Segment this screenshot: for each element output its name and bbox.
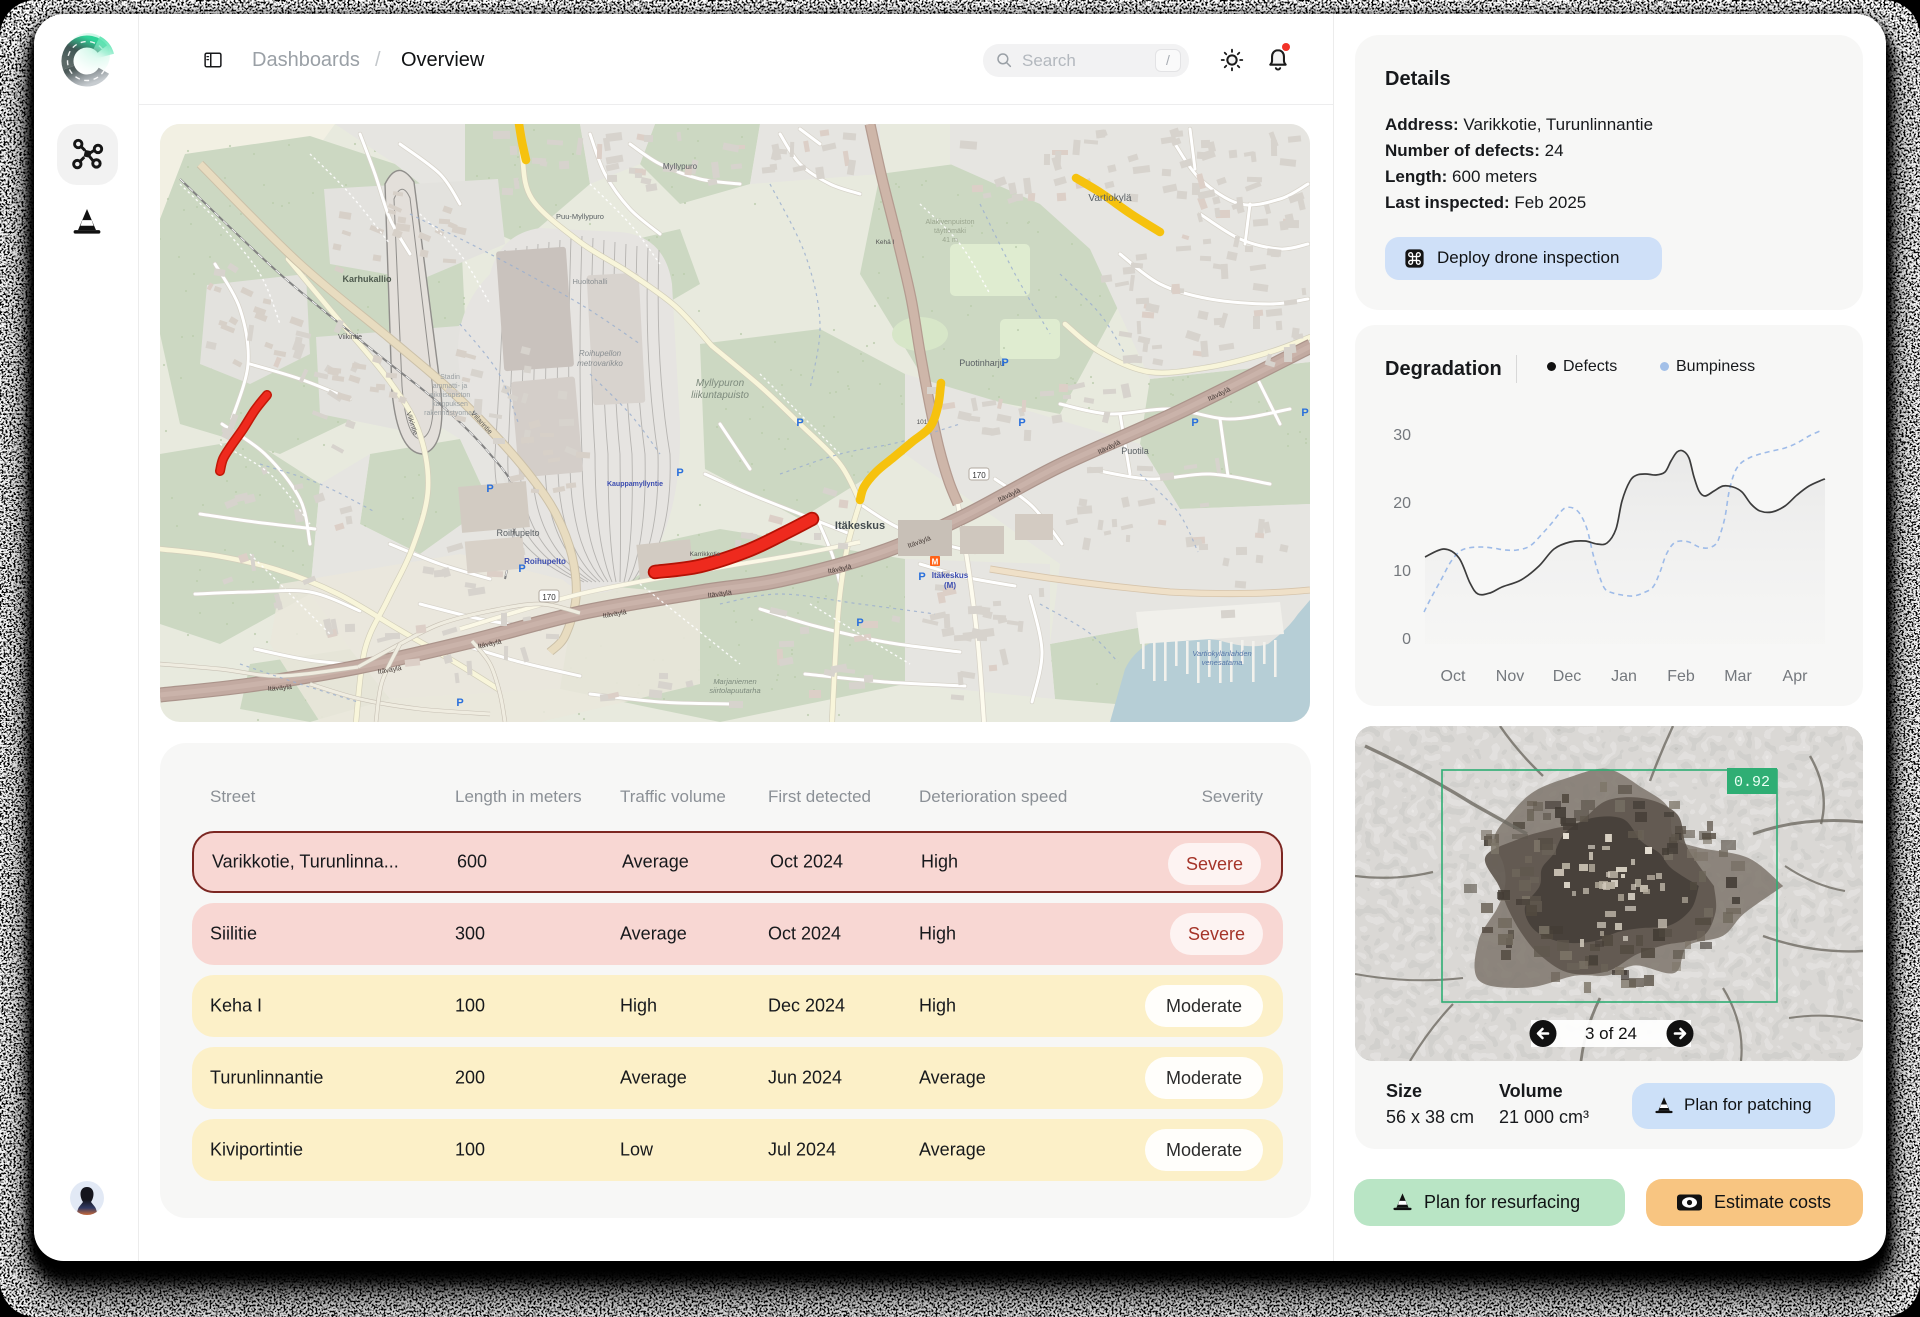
svg-text:P: P bbox=[486, 483, 493, 495]
svg-text:Puu-Myllypuro: Puu-Myllypuro bbox=[556, 212, 604, 221]
svg-text:Karrikkotie: Karrikkotie bbox=[690, 551, 721, 558]
svg-text:siirtolapuutarha: siirtolapuutarha bbox=[709, 686, 760, 695]
svg-text:Itäväylä: Itäväylä bbox=[827, 564, 852, 576]
svg-text:Itäväylä: Itäväylä bbox=[268, 684, 293, 693]
svg-text:Itäväylä: Itäväylä bbox=[377, 665, 402, 676]
svg-text:Roihupelto: Roihupelto bbox=[496, 528, 539, 538]
svg-text:P: P bbox=[796, 417, 803, 429]
svg-text:P: P bbox=[1018, 417, 1025, 429]
svg-text:kampuksen: kampuksen bbox=[432, 401, 468, 408]
svg-text:P: P bbox=[1001, 357, 1008, 369]
svg-text:metrovarikko: metrovarikko bbox=[577, 359, 623, 368]
svg-text:3 of 24: 3 of 24 bbox=[1585, 1024, 1637, 1043]
svg-text:Stadin: Stadin bbox=[440, 374, 460, 381]
svg-text:Alakivenpuiston: Alakivenpuiston bbox=[925, 219, 974, 226]
svg-text:101: 101 bbox=[917, 419, 928, 426]
svg-text:Itäkeskus: Itäkeskus bbox=[932, 571, 969, 580]
svg-text:ammatti- ja: ammatti- ja bbox=[433, 383, 468, 390]
svg-text:Marjaniemen: Marjaniemen bbox=[713, 677, 756, 686]
svg-text:Viikintie: Viikintie bbox=[338, 334, 362, 341]
svg-text:liikuntapuisto: liikuntapuisto bbox=[691, 390, 749, 401]
svg-text:P: P bbox=[1301, 407, 1308, 419]
svg-text:Myllypuro: Myllypuro bbox=[663, 162, 698, 171]
svg-text:Roihupelto: Roihupelto bbox=[524, 557, 566, 566]
svg-text:Myllypuron: Myllypuron bbox=[696, 378, 745, 389]
svg-text:P: P bbox=[518, 563, 525, 575]
svg-text:Vartiokylä: Vartiokylä bbox=[1088, 193, 1132, 204]
svg-text:rakennustyomaa: rakennustyomaa bbox=[424, 410, 476, 417]
svg-text:M: M bbox=[932, 558, 939, 567]
svg-text:Kauppamyllyntie: Kauppamyllyntie bbox=[607, 481, 663, 488]
svg-text:41 m: 41 m bbox=[942, 237, 958, 244]
svg-text:Itäkeskus: Itäkeskus bbox=[835, 520, 885, 532]
svg-text:Vartiokylänlahden: Vartiokylänlahden bbox=[1192, 649, 1251, 658]
svg-text:venesatama: venesatama bbox=[1202, 658, 1243, 667]
svg-text:Karhukallio: Karhukallio bbox=[342, 274, 392, 284]
svg-text:P: P bbox=[1191, 417, 1198, 429]
svg-text:täyttömäki: täyttömäki bbox=[934, 228, 966, 235]
svg-text:Itäväylä: Itäväylä bbox=[477, 639, 502, 651]
svg-text:Huoltohalli: Huoltohalli bbox=[572, 277, 607, 286]
svg-text:Itäväylä: Itäväylä bbox=[707, 589, 732, 599]
svg-text:P: P bbox=[856, 617, 863, 629]
svg-text:Kehä I: Kehä I bbox=[876, 239, 895, 246]
svg-text:Puotila: Puotila bbox=[1121, 446, 1149, 456]
svg-text:aikuisopiston: aikuisopiston bbox=[430, 392, 471, 399]
svg-text:Puotinharju: Puotinharju bbox=[959, 358, 1005, 368]
svg-text:170: 170 bbox=[542, 593, 556, 602]
svg-text:170: 170 bbox=[972, 471, 986, 480]
svg-text:(M): (M) bbox=[944, 581, 956, 590]
svg-text:Itäväylä: Itäväylä bbox=[602, 609, 627, 620]
svg-text:P: P bbox=[918, 571, 925, 583]
svg-text:Roihupellon: Roihupellon bbox=[579, 349, 622, 358]
svg-text:P: P bbox=[456, 697, 463, 709]
svg-text:0.92: 0.92 bbox=[1734, 774, 1770, 791]
svg-text:P: P bbox=[676, 467, 683, 479]
